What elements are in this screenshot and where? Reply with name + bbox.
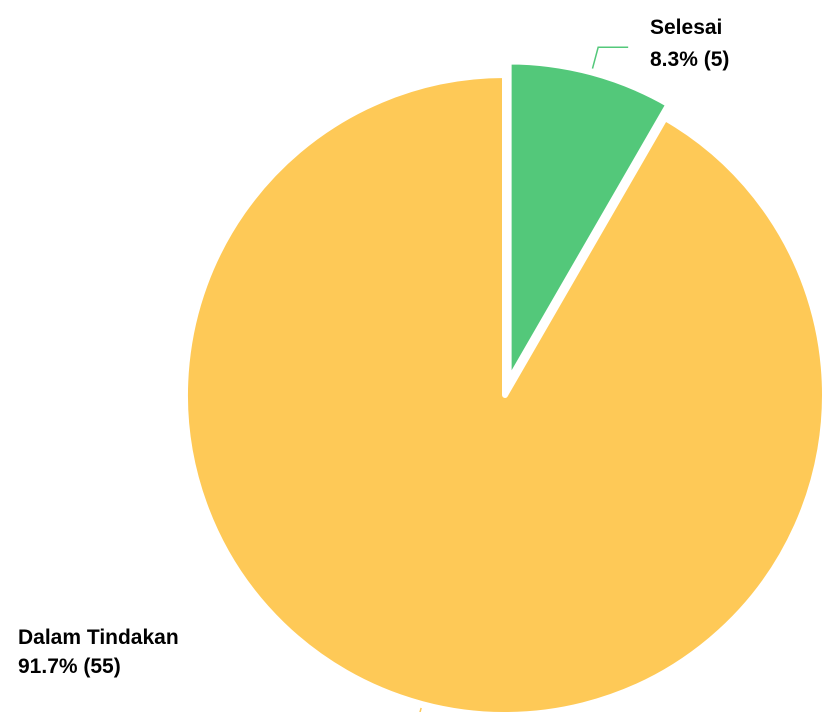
leader-line-selesai (591, 46, 629, 69)
pie-slice-selesai[interactable] (505, 58, 672, 385)
slice-label-dalam-tindakan-name: Dalam Tindakan (18, 626, 179, 649)
pie-slices (182, 58, 826, 712)
slice-label-selesai-value: 8.3% (5) (650, 48, 729, 71)
leader-line-dalam-tindakan (419, 707, 422, 712)
slice-label-selesai-name: Selesai (650, 16, 722, 39)
slice-label-dalam-tindakan-value: 91.7% (55) (18, 655, 121, 678)
pie-slice-dalam-tindakan[interactable] (182, 72, 826, 712)
label-leader-lines (419, 46, 629, 712)
